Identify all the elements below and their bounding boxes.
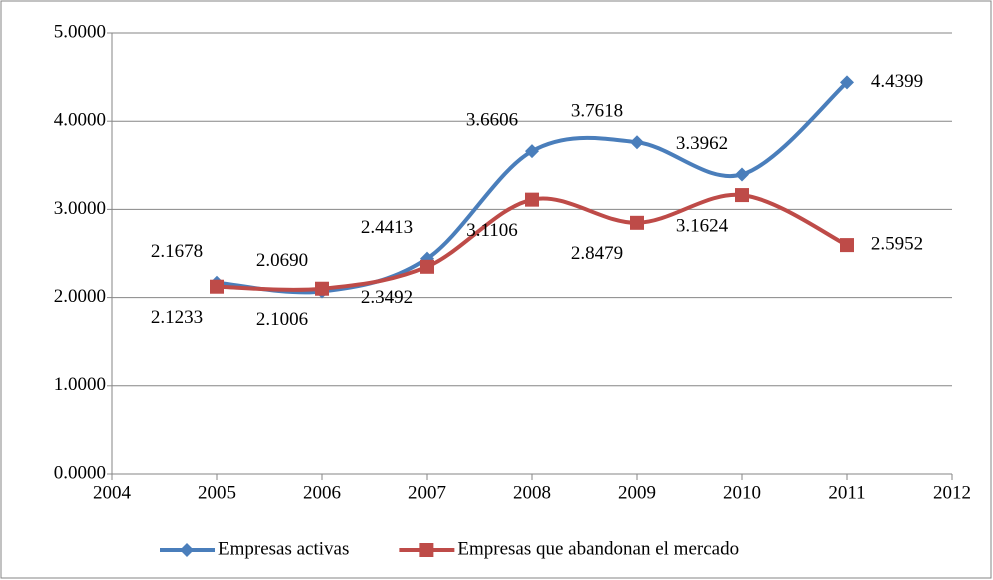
marker <box>315 281 329 296</box>
data-label: 2.1233 <box>151 307 203 328</box>
data-label: 4.4399 <box>871 71 923 92</box>
data-label: 2.4413 <box>361 217 413 238</box>
marker <box>210 279 224 294</box>
y-tick-label: 2.0000 <box>54 286 106 307</box>
x-tick-label: 2008 <box>513 482 551 503</box>
marker <box>735 188 749 203</box>
marker <box>420 259 434 274</box>
marker <box>525 144 539 159</box>
data-label: 2.5952 <box>871 233 923 254</box>
data-label: 3.7618 <box>571 101 623 122</box>
marker <box>525 192 539 207</box>
data-label: 2.1678 <box>151 241 203 262</box>
x-tick-label: 2010 <box>723 482 761 503</box>
data-label: 3.6606 <box>466 109 518 130</box>
x-tick-label: 2011 <box>828 482 865 503</box>
x-tick-label: 2009 <box>618 482 656 503</box>
data-label: 3.1106 <box>466 220 518 241</box>
data-label: 3.1624 <box>676 215 729 236</box>
legend-marker <box>180 543 194 557</box>
y-tick-label: 3.0000 <box>54 198 106 219</box>
legend-label: Empresas activas <box>218 538 349 559</box>
marker <box>735 167 749 182</box>
data-label: 3.3962 <box>676 133 728 154</box>
marker <box>630 215 644 230</box>
x-tick-label: 2006 <box>303 482 341 503</box>
y-tick-label: 0.0000 <box>54 462 106 483</box>
data-label: 2.8479 <box>571 243 623 264</box>
y-tick-label: 1.0000 <box>54 374 106 395</box>
y-tick-label: 4.0000 <box>54 110 106 131</box>
x-tick-label: 2004 <box>93 482 132 503</box>
legend-label: Empresas que abandonan el mercado <box>457 538 739 559</box>
marker <box>630 135 644 150</box>
x-tick-label: 2007 <box>408 482 446 503</box>
data-label: 2.3492 <box>361 287 413 308</box>
legend-marker <box>419 543 434 557</box>
marker <box>840 75 854 90</box>
data-label: 2.1006 <box>256 309 308 330</box>
x-tick-label: 2012 <box>933 482 971 503</box>
y-tick-label: 5.0000 <box>54 21 106 42</box>
data-label: 2.0690 <box>256 250 308 271</box>
marker <box>840 238 854 253</box>
x-tick-label: 2005 <box>198 482 236 503</box>
